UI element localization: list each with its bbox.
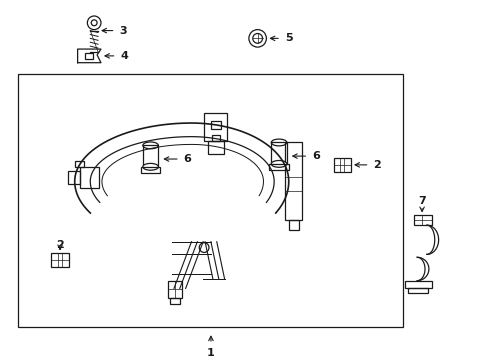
Bar [288, 220, 298, 230]
Bar [211, 135, 219, 140]
Bar [80, 167, 99, 188]
Text: 3: 3 [119, 26, 127, 36]
Bar [413, 216, 431, 225]
Text: 2: 2 [373, 160, 381, 170]
Bar [285, 143, 302, 220]
Bar [210, 121, 220, 129]
Bar [68, 171, 80, 184]
Bar [18, 75, 402, 327]
Bar [75, 161, 84, 167]
Bar [407, 288, 427, 293]
Bar [141, 167, 160, 173]
Text: 4: 4 [120, 51, 128, 61]
Bar [404, 281, 431, 288]
Ellipse shape [271, 161, 286, 167]
Bar [271, 143, 286, 164]
Text: 2: 2 [56, 239, 64, 249]
Bar [203, 113, 227, 140]
Text: 6: 6 [183, 154, 191, 164]
Ellipse shape [142, 163, 158, 170]
Bar [168, 281, 182, 298]
Bar [51, 253, 69, 267]
Text: 6: 6 [311, 151, 319, 161]
Bar [142, 145, 158, 167]
Text: 1: 1 [206, 348, 214, 358]
Bar [85, 53, 93, 59]
Bar [207, 140, 223, 154]
Text: 5: 5 [285, 33, 292, 43]
Text: 7: 7 [417, 196, 425, 206]
Bar [269, 164, 288, 170]
Bar [333, 158, 350, 172]
Bar [170, 298, 180, 304]
